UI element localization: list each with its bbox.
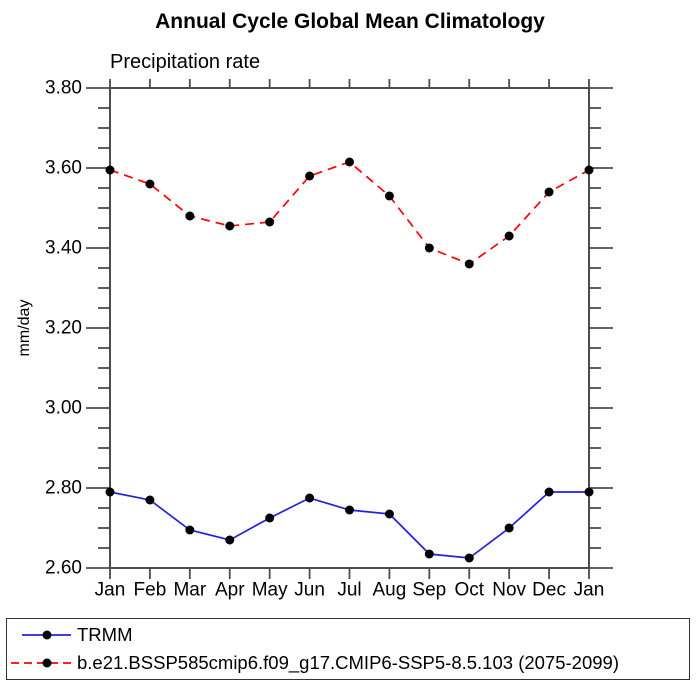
data-point-marker bbox=[265, 513, 275, 523]
legend-swatch-marker bbox=[42, 658, 52, 668]
y-tick-label: 3.60 bbox=[45, 158, 82, 179]
x-tick-label: Mar bbox=[173, 580, 206, 601]
data-point-marker bbox=[504, 523, 514, 533]
x-tick-label: Jan bbox=[574, 580, 605, 601]
y-tick-label: 3.00 bbox=[45, 398, 82, 419]
chart-subtitle: Precipitation rate bbox=[110, 51, 261, 73]
data-point-marker bbox=[145, 495, 155, 505]
x-tick-label: May bbox=[252, 580, 288, 601]
y-tick-label: 2.80 bbox=[45, 478, 82, 499]
y-axis-label: mm/day bbox=[16, 300, 33, 357]
model-series-line bbox=[109, 161, 590, 265]
data-point-marker bbox=[384, 509, 394, 519]
trmm-series-line bbox=[109, 491, 589, 559]
data-point-marker bbox=[424, 243, 434, 253]
x-tick-label: Nov bbox=[492, 580, 526, 601]
data-point-marker bbox=[225, 221, 235, 231]
data-point-marker bbox=[105, 165, 115, 175]
legend-label-trmm: TRMM bbox=[77, 623, 133, 645]
legend-item-trmm: TRMM bbox=[9, 622, 689, 648]
plot-area: Jan Feb Mar Apr May Jun Jul Aug Sep Oct Nov Dec Jan 2… bbox=[45, 78, 613, 601]
data-point-marker bbox=[424, 549, 434, 559]
data-point-marker bbox=[305, 171, 315, 181]
data-point-marker bbox=[544, 187, 554, 197]
data-point-marker bbox=[225, 535, 235, 545]
data-point-marker bbox=[584, 165, 594, 175]
x-tick-label: Oct bbox=[454, 580, 484, 601]
y-tick-label: 3.80 bbox=[45, 78, 82, 99]
x-tick-label: Sep bbox=[412, 580, 446, 601]
data-point-marker bbox=[504, 231, 514, 241]
x-tick-label: Apr bbox=[215, 580, 245, 601]
y-tick-label: 2.60 bbox=[45, 558, 82, 579]
x-tick-label: Jan bbox=[95, 580, 126, 601]
data-point-marker bbox=[265, 217, 275, 227]
x-tick-label: Jul bbox=[337, 580, 361, 601]
data-point-marker bbox=[305, 493, 315, 503]
x-tick-label: Aug bbox=[373, 580, 407, 601]
y-tick-label: 3.40 bbox=[45, 238, 82, 259]
data-point-marker bbox=[384, 191, 394, 201]
x-tick-label: Jun bbox=[294, 580, 325, 601]
data-point-marker bbox=[464, 553, 474, 563]
data-point-marker bbox=[145, 179, 155, 189]
legend-box: TRMM b.e21.BSSP585cmip6.f09_g17.CMIP6-SS… bbox=[6, 618, 690, 680]
model-line-swatch bbox=[11, 658, 71, 668]
legend-label-model: b.e21.BSSP585cmip6.f09_g17.CMIP6-SSP5-8.… bbox=[77, 652, 619, 674]
x-tick-label: Dec bbox=[532, 580, 566, 601]
data-point-marker bbox=[185, 211, 195, 221]
annual-cycle-line-chart: mm/day Jan Feb Mar Apr May Jun Jul Aug Sep Oct Nov… bbox=[16, 78, 613, 601]
trmm-line-swatch bbox=[22, 630, 71, 640]
data-point-marker bbox=[584, 487, 594, 497]
chart-title: Annual Cycle Global Mean Climatology bbox=[155, 10, 545, 33]
data-point-marker bbox=[105, 487, 115, 497]
legend-swatch-marker bbox=[42, 630, 52, 640]
data-point-marker bbox=[345, 505, 354, 515]
data-point-marker bbox=[345, 157, 354, 167]
y-tick-label: 3.20 bbox=[45, 318, 82, 339]
data-point-marker bbox=[185, 525, 195, 535]
data-point-marker bbox=[464, 259, 474, 269]
legend-item-model: b.e21.BSSP585cmip6.f09_g17.CMIP6-SSP5-8.… bbox=[9, 650, 689, 676]
x-tick-label: Feb bbox=[134, 580, 167, 601]
data-point-marker bbox=[544, 487, 554, 497]
